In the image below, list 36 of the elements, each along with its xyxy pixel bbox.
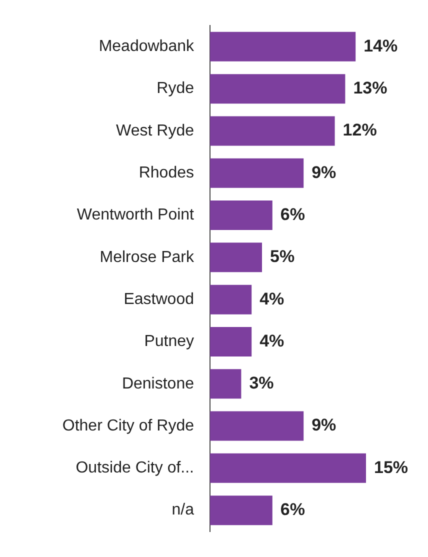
data-label: 15% — [374, 458, 408, 477]
y-tick-label: Melrose Park — [100, 248, 195, 266]
bar — [210, 326, 252, 356]
y-tick-label: Denistone — [122, 375, 194, 392]
y-tick-label: Rhodes — [138, 164, 194, 182]
bar — [210, 411, 304, 441]
y-tick-label: Eastwood — [124, 290, 194, 308]
bar — [210, 116, 335, 146]
bar — [210, 32, 356, 62]
data-label: 13% — [353, 78, 388, 98]
bar — [210, 158, 304, 188]
data-label: 9% — [312, 162, 336, 182]
data-label: 14% — [364, 36, 398, 56]
y-tick-label: Other City of Ryde — [62, 417, 194, 434]
data-label: 4% — [260, 331, 284, 350]
y-tick-label: Wentworth Point — [76, 206, 195, 224]
bar — [210, 200, 272, 230]
bar — [210, 453, 366, 483]
y-tick-label: Putney — [144, 333, 194, 350]
data-label: 6% — [280, 500, 305, 520]
data-label: 4% — [260, 289, 284, 308]
y-tick-label: West Ryde — [116, 122, 194, 140]
bar — [210, 242, 262, 272]
data-label: 9% — [312, 416, 336, 435]
data-label: 5% — [270, 247, 295, 266]
y-tick-label: n/a — [172, 502, 194, 519]
bar — [210, 496, 272, 526]
bar — [210, 284, 252, 314]
bar — [210, 369, 242, 399]
data-label: 6% — [280, 204, 305, 224]
y-tick-label: Ryde — [156, 80, 194, 98]
data-label: 12% — [342, 120, 377, 140]
y-tick-label: Meadowbank — [98, 38, 195, 56]
bar — [210, 74, 346, 104]
data-label: 3% — [249, 374, 274, 393]
y-tick-label: Outside City of... — [76, 460, 194, 477]
